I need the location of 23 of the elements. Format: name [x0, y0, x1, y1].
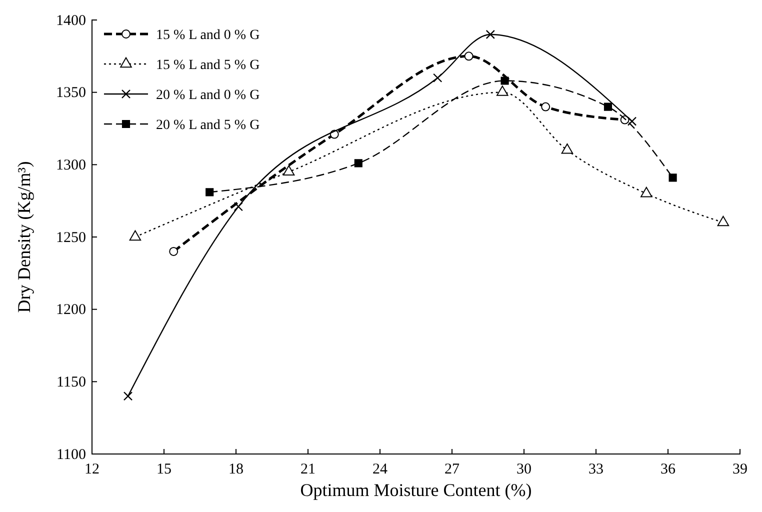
y-tick-label: 1100 — [56, 446, 86, 463]
x-tick-label: 33 — [588, 462, 604, 478]
y-tick-label: 1350 — [56, 85, 86, 102]
x-axis-title: Optimum Moisture Content (%) — [300, 480, 532, 500]
x-tick-label: 36 — [660, 462, 676, 478]
x-tick-label: 27 — [444, 462, 460, 478]
x-tick-label: 18 — [228, 462, 244, 478]
x-tick-label: 21 — [300, 462, 316, 478]
y-tick-label: 1200 — [56, 302, 86, 318]
legend-label: 20 % L and 0 % G — [156, 88, 260, 103]
x-tick-label: 15 — [156, 462, 172, 478]
legend-label: 20 % L and 5 % G — [156, 118, 260, 133]
y-axis-title: Dry Density (Kg/m³) — [14, 161, 34, 313]
x-tick-label: 39 — [732, 462, 748, 478]
y-tick-label: 1300 — [56, 157, 86, 174]
y-tick-label: 1250 — [56, 230, 86, 246]
legend-label: 15 % L and 0 % G — [156, 28, 260, 43]
x-tick-label: 24 — [372, 462, 388, 478]
y-tick-label: 1400 — [56, 12, 86, 29]
legend-label: 15 % L and 5 % G — [156, 58, 260, 73]
x-tick-label: 12 — [84, 462, 100, 478]
y-tick-label: 1150 — [56, 374, 86, 390]
x-tick-label: 30 — [516, 462, 532, 478]
